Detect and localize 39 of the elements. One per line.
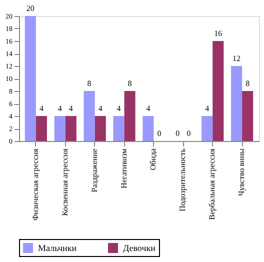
data-label: 4 — [58, 104, 62, 113]
bar — [94, 116, 106, 141]
bar — [24, 16, 36, 141]
bar — [212, 41, 224, 141]
x-tick-label: Раздражение — [90, 148, 99, 192]
bar — [124, 91, 136, 141]
x-tick-label: Косвенная агрессия — [60, 148, 70, 216]
x-tick-label: Подозрительность — [178, 148, 188, 212]
data-label: 4 — [146, 104, 150, 113]
bar — [84, 91, 95, 141]
data-label: 0 — [157, 129, 162, 138]
x-tick-label: Физическая агрессия — [30, 148, 40, 221]
data-label: 20 — [26, 4, 34, 13]
x-tick-label: Вербальная агрессия — [208, 148, 217, 220]
bar — [65, 116, 76, 141]
data-label: 16 — [214, 29, 222, 38]
data-label: 12 — [232, 54, 241, 63]
data-label: 4 — [68, 104, 73, 113]
data-label: 8 — [128, 79, 132, 88]
bar — [142, 116, 154, 141]
data-label: 8 — [87, 79, 92, 88]
data-label: 4 — [39, 104, 44, 113]
bar — [231, 66, 242, 141]
data-label: 0 — [186, 129, 191, 138]
x-tick-label: Чувство вины — [237, 148, 246, 196]
bar — [242, 91, 254, 141]
x-tick-label: Негативизм — [119, 148, 128, 188]
data-label: 4 — [116, 104, 121, 113]
data-label: 4 — [205, 104, 210, 113]
x-tick-label: Обида — [148, 148, 158, 170]
data-label: 8 — [246, 79, 250, 88]
data-label: 0 — [176, 129, 180, 138]
legend-label: Мальчики — [38, 243, 77, 253]
bar — [202, 116, 213, 141]
data-label: 4 — [98, 104, 102, 113]
legend-label: Девочки — [123, 243, 156, 253]
bar — [113, 116, 124, 141]
bar — [36, 116, 47, 141]
bar — [54, 116, 66, 141]
